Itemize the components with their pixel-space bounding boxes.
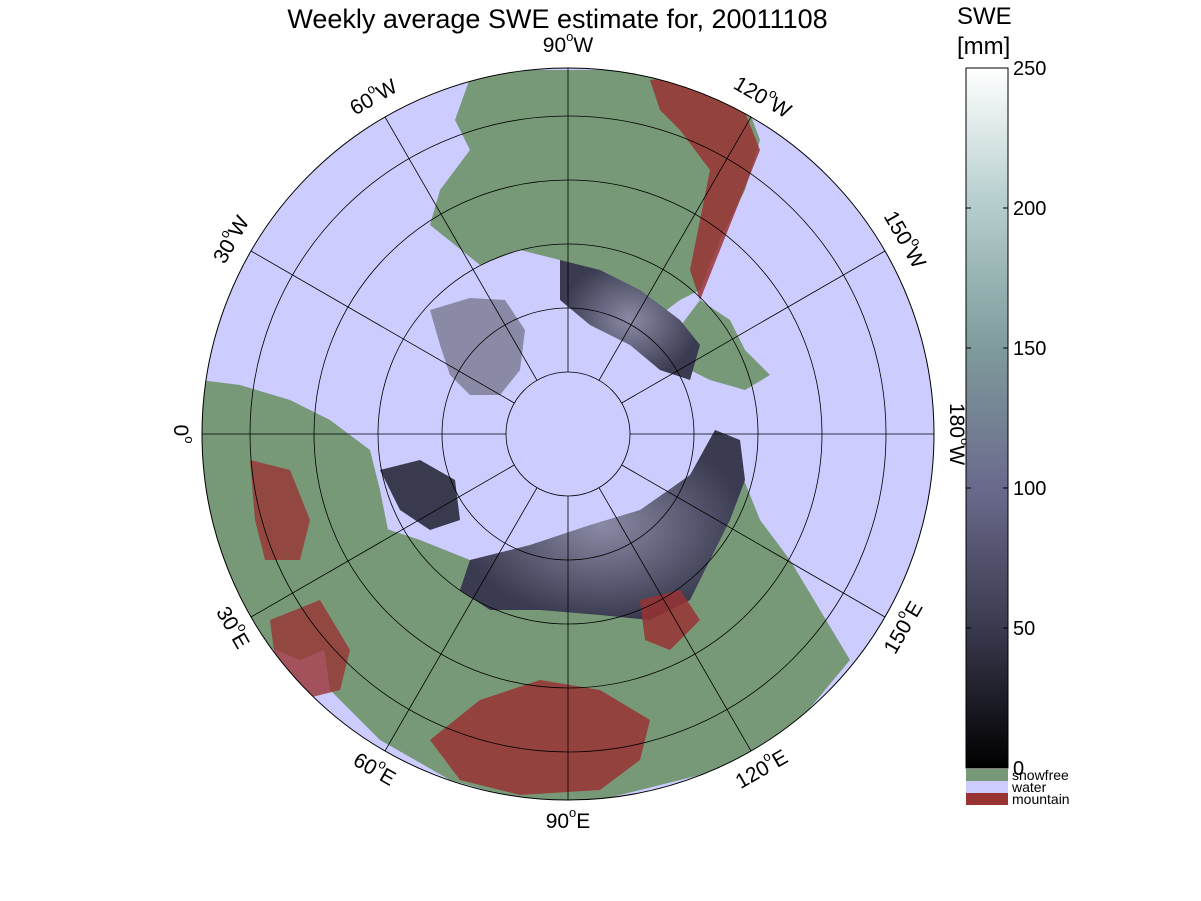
meridian-line (598, 487, 752, 752)
longitude-label: 90oE (546, 805, 591, 832)
legend-swatch-snowfree (966, 769, 1008, 781)
landmass-alaska (670, 300, 770, 390)
colorbar-ticks: 0 50 100 150 200 250 (966, 58, 1046, 780)
graticule (202, 68, 934, 800)
colorbar-tick-label: 250 (1013, 58, 1046, 80)
colorbar-gradient (965, 67, 1009, 769)
arctic-ocean-center (506, 372, 630, 496)
snow-cover-canadian-arctic (560, 260, 700, 380)
meridian-line (621, 250, 886, 404)
meridian-line (621, 464, 886, 618)
legend-label-water: water (1011, 779, 1047, 795)
colorbar-tick-label: 0 (1013, 758, 1024, 780)
mountain-europe (250, 460, 310, 560)
longitude-label: 180oW (945, 403, 972, 465)
snow-cover-siberia (460, 430, 745, 620)
colorbar-title: SWE [mm] (957, 2, 1012, 62)
colorbar-tick-label: 100 (1013, 478, 1046, 500)
polar-map-disc (201, 67, 935, 801)
legend-label-mountain: mountain (1012, 791, 1070, 807)
mountain-rockies (650, 75, 760, 300)
legend-label-snowfree: snowfree (1012, 767, 1069, 783)
meridian-line (384, 116, 538, 381)
legend-swatch-mountain (966, 793, 1008, 805)
map-boundary (201, 67, 935, 801)
colorbar-title-line1: SWE (957, 3, 1012, 30)
meridian-line (384, 487, 538, 752)
legend-swatch-water (966, 781, 1008, 793)
mountain-central-asia (430, 680, 650, 795)
colorbar-tick-label: 50 (1013, 618, 1035, 640)
snow-cover-scandinavia (380, 460, 460, 530)
meridian-line (250, 250, 515, 404)
landmass-north-america (430, 70, 760, 330)
longitude-label: 90oW (543, 29, 594, 56)
map-title: Weekly average SWE estimate for, 2001110… (287, 4, 828, 34)
meridian-line (250, 464, 515, 618)
colorbar-tick-label: 200 (1013, 198, 1046, 220)
colorbar-tick-label: 150 (1013, 338, 1046, 360)
meridian-line (598, 116, 752, 381)
longitude-label: 0o (169, 425, 196, 444)
colorbar-title-line2: [mm] (957, 33, 1011, 60)
mountain-east-siberia (640, 590, 700, 650)
